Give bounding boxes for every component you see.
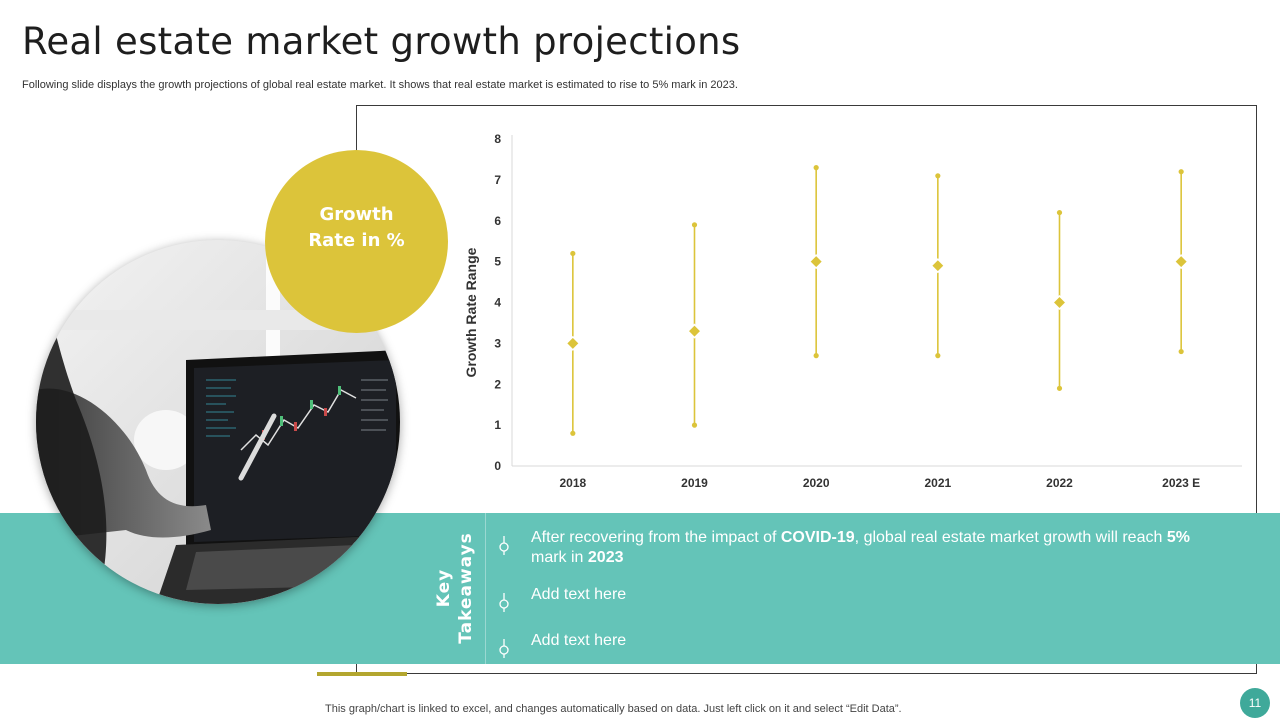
high-point — [691, 222, 698, 228]
y-tick-label: 2 — [494, 377, 501, 391]
x-tick-label: 2018 — [559, 476, 586, 490]
x-tick-label: 2020 — [803, 476, 830, 490]
midpoint-diamond — [565, 335, 581, 351]
high-point — [813, 165, 819, 171]
low-point — [691, 422, 698, 428]
x-tick-label: 2022 — [1046, 476, 1073, 490]
takeaway-bold: COVID-19 — [780, 529, 855, 546]
x-tick-label: 2021 — [924, 476, 951, 490]
pin-bullet-icon — [499, 536, 509, 555]
badge-line2: Rate in % — [308, 230, 405, 251]
takeaway-bold: 2023 — [587, 549, 624, 566]
takeaway-placeholder-text[interactable]: Add text here — [531, 632, 627, 649]
footer-note: This graph/chart is linked to excel, and… — [325, 703, 902, 715]
y-tick-label: 1 — [494, 418, 501, 432]
takeaway-text: After recovering from the impact of — [531, 529, 781, 546]
midpoint-diamond — [686, 323, 703, 339]
midpoint-diamond — [1173, 254, 1189, 270]
midpoint-diamond — [808, 254, 824, 270]
y-tick-label: 0 — [494, 459, 501, 473]
takeaway-item: After recovering from the impact of COVI… — [496, 528, 1196, 578]
takeaway-placeholder-text[interactable]: Add text here — [531, 586, 627, 603]
takeaway-item[interactable]: Add text here — [496, 578, 1196, 631]
key-takeaways-label-line2: Takeaways — [456, 532, 476, 644]
accent-line — [317, 672, 407, 676]
low-point — [1178, 348, 1184, 355]
page-number-badge: 11 — [1240, 688, 1270, 718]
pin-bullet-icon — [499, 639, 509, 658]
page-title: Real estate market growth projections — [22, 20, 741, 63]
takeaway-item[interactable]: Add text here — [496, 631, 1196, 658]
y-tick-label: 5 — [494, 255, 501, 269]
y-tick-label: 4 — [494, 296, 501, 310]
y-axis-title: Growth Rate Range — [463, 247, 479, 377]
y-tick-label: 7 — [494, 173, 501, 187]
band-divider — [485, 513, 486, 664]
page-subtitle: Following slide displays the growth proj… — [22, 79, 738, 91]
high-point — [570, 250, 576, 257]
takeaway-text: , global real estate market growth will … — [854, 529, 1167, 546]
low-point — [935, 353, 941, 359]
y-tick-label: 6 — [494, 214, 501, 228]
low-point — [813, 353, 819, 359]
growth-rate-badge — [265, 150, 448, 333]
high-point — [1178, 169, 1184, 175]
growth-rate-badge-text: Growth Rate in % — [265, 202, 448, 254]
key-takeaways-label-line1: Key — [434, 568, 454, 608]
high-point — [1056, 209, 1063, 216]
takeaway-bold: 5% — [1166, 529, 1190, 546]
takeaway-list: After recovering from the impact of COVI… — [496, 528, 1196, 658]
low-point — [570, 430, 576, 436]
y-tick-label: 8 — [494, 132, 501, 146]
midpoint-diamond — [1051, 294, 1068, 311]
midpoint-diamond — [930, 258, 946, 274]
page-number: 11 — [1248, 696, 1262, 710]
y-tick-label: 3 — [494, 336, 501, 350]
badge-line1: Growth — [319, 204, 394, 225]
key-takeaways-label: Key Takeaways — [433, 508, 477, 668]
growth-rate-chart: 0 1 2 3 4 5 6 7 8 2018 2019 2020 2021 2022 2023 E Growt… — [463, 132, 1242, 490]
pin-bullet-icon — [499, 593, 509, 612]
takeaway-text: mark in — [531, 549, 588, 566]
low-point — [1056, 385, 1063, 391]
x-tick-label: 2019 — [681, 476, 708, 490]
x-tick-label: 2023 E — [1162, 476, 1200, 490]
high-point — [935, 173, 941, 179]
